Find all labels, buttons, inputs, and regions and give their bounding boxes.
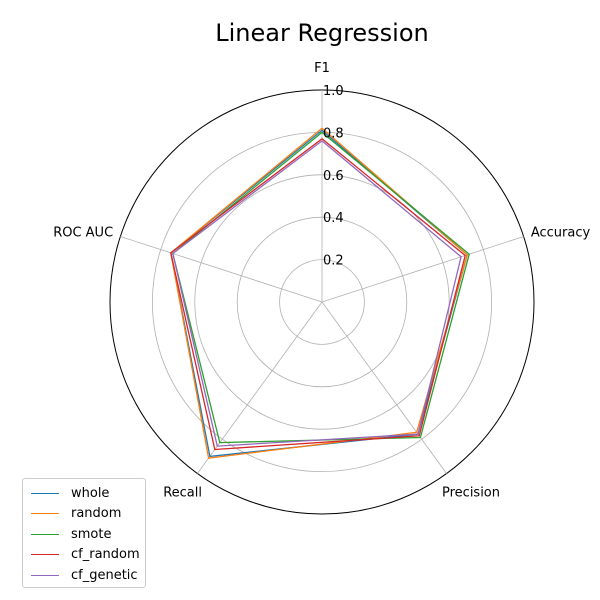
axis-label-accuracy: Accuracy: [531, 226, 591, 241]
legend-swatch: [31, 574, 59, 576]
legend-label: cf_random: [71, 547, 140, 563]
radial-tick-label: 0.2: [323, 254, 344, 269]
legend-label: random: [71, 506, 122, 522]
axis-label-precision: Precision: [442, 485, 500, 500]
radial-tick-label: 0.8: [323, 126, 344, 141]
axis-label-f1: F1: [314, 61, 330, 76]
legend-label: smote: [71, 526, 112, 542]
radar-spoke: [120, 236, 323, 303]
radial-tick-label: 0.6: [323, 169, 344, 184]
radar-spoke: [197, 301, 323, 474]
legend-label: cf_genetic: [71, 567, 138, 583]
legend-item-cf_genetic: cf_genetic: [29, 565, 145, 586]
radar-spoke: [321, 301, 447, 474]
axis-label-recall: Recall: [163, 485, 202, 500]
legend-swatch: [31, 513, 59, 515]
radar-grid: [109, 89, 535, 515]
legend-swatch: [31, 533, 59, 535]
series-line-whole: [170, 129, 468, 458]
legend: whole random smote cf_random cf_genetic: [22, 478, 146, 588]
legend-label: whole: [71, 485, 110, 501]
radial-tick-labels: 0.2 0.4 0.6 0.8 1.0: [323, 84, 344, 269]
legend-item-random: random: [29, 504, 145, 525]
series-line-cf_random: [170, 137, 466, 451]
legend-swatch: [31, 492, 59, 494]
legend-swatch: [31, 554, 59, 556]
chart-title: Linear Regression: [215, 19, 429, 47]
series-line-cf_genetic: [172, 140, 462, 447]
legend-item-whole: whole: [29, 483, 145, 504]
legend-item-smote: smote: [29, 524, 145, 545]
series-line-random: [170, 127, 468, 459]
series-line-smote: [172, 131, 470, 444]
legend-item-cf_random: cf_random: [29, 545, 145, 566]
radar-spoke: [321, 236, 524, 303]
radial-tick-label: 0.4: [323, 211, 344, 226]
axis-label-roc-auc: ROC AUC: [53, 226, 113, 241]
radar-series: [170, 127, 470, 459]
radial-tick-label: 1.0: [323, 84, 344, 99]
axis-labels: F1 Accuracy Precision Recall ROC AUC: [53, 61, 590, 500]
